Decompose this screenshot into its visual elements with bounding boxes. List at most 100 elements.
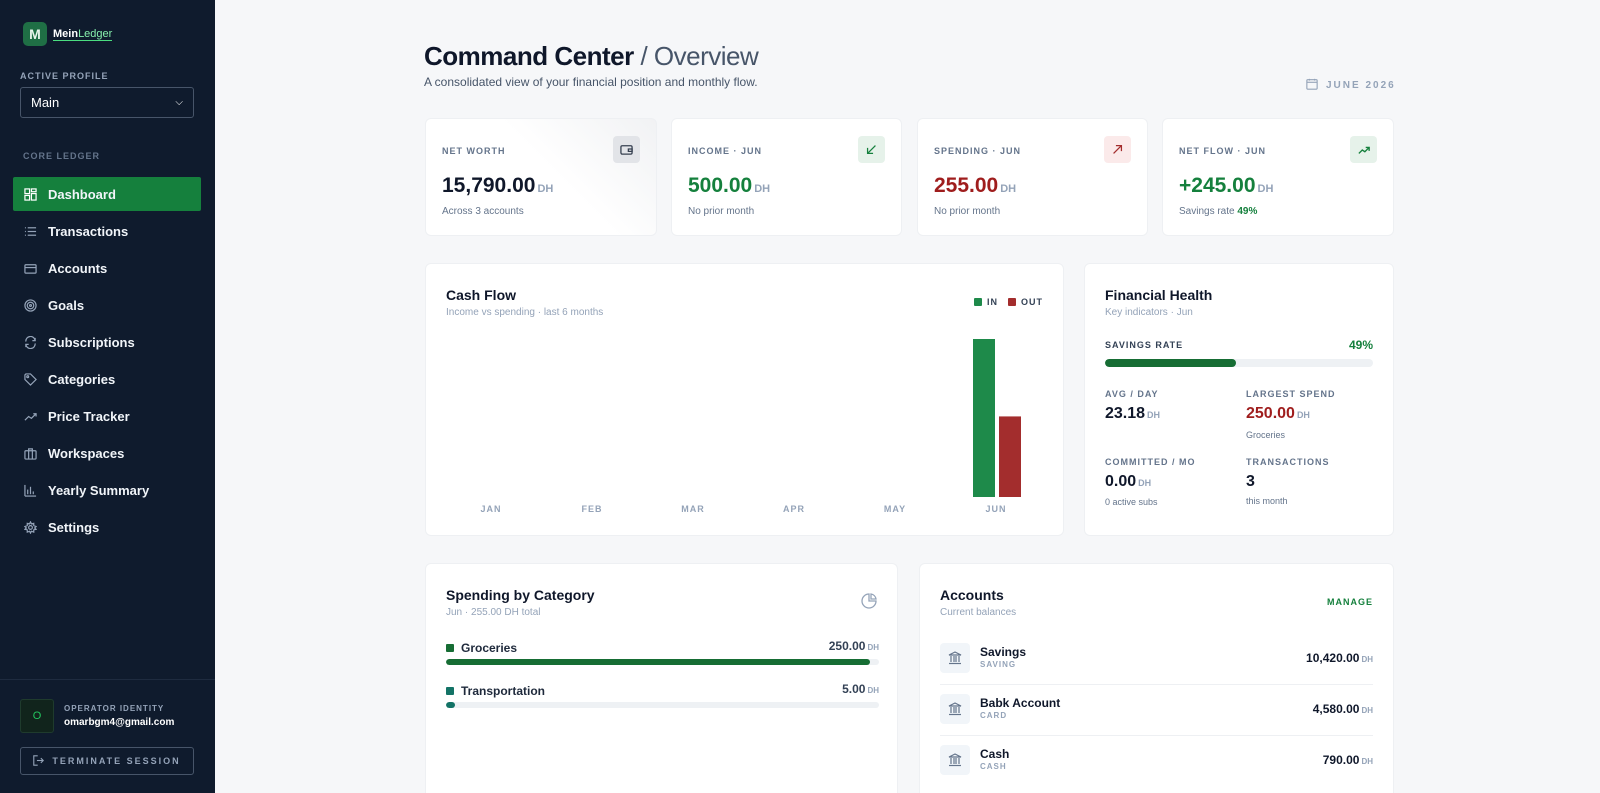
sidebar-nav: Dashboard Transactions Accounts Goals Su… [13,177,201,547]
largest-spend-category: Groceries [1246,430,1286,440]
operator-email: omarbgm4@gmail.com [64,717,175,728]
committed-number: 0.00 [1105,473,1137,490]
page-description: A consolidated view of your financial po… [424,75,758,89]
card-title: Cash Flow [446,287,517,303]
sidebar-item-price-tracker[interactable]: Price Tracker [13,399,201,433]
sidebar-item-label: Settings [48,519,100,535]
core-ledger-label: CORE LEDGER [23,151,101,161]
x-tick-label: FEB [582,504,603,514]
sidebar-item-categories[interactable]: Categories [13,362,201,396]
stat-unit: DH [1000,183,1017,195]
page-title-sub: / Overview [640,41,759,71]
stat-unit: DH [1257,183,1274,195]
account-row-babk-account[interactable]: Babk Account CARD 4,580.00 DH [940,686,1373,736]
card-title: Financial Health [1105,287,1213,303]
account-row-savings[interactable]: Savings SAVING 10,420.00 DH [940,635,1373,685]
bank-icon [940,694,970,724]
bar-in-jun[interactable] [973,339,995,497]
bank-icon [940,745,970,775]
stat-sub: Across 3 accounts [442,206,524,217]
stat-label: NET WORTH [442,146,506,156]
bank-icon [940,643,970,673]
date-label: JUNE 2026 [1326,80,1396,91]
category-swatch [446,644,454,652]
category-amount-number: 5.00 [842,682,866,696]
terminate-session-button[interactable]: TERMINATE SESSION [20,747,194,775]
stat-value: +245.00 DH [1179,174,1273,198]
sidebar: M MeinLedger ACTIVE PROFILE Main ⌵ CORE … [0,0,215,793]
stat-value: 15,790.00 DH [442,174,553,198]
arrow-up-right-icon [1104,136,1131,163]
stat-value-number: 15,790.00 [442,174,536,197]
grid-icon [24,187,37,201]
category-name: Transportation [461,684,546,698]
sidebar-item-yearly-summary[interactable]: Yearly Summary [13,473,201,507]
sidebar-item-transactions[interactable]: Transactions [13,214,201,248]
sidebar-item-accounts[interactable]: Accounts [13,251,201,285]
account-name: Savings [980,645,1027,659]
sidebar-item-goals[interactable]: Goals [13,288,201,322]
account-type: CARD [980,711,1008,720]
cash-flow-card: Cash Flow Income vs spending · last 6 mo… [425,263,1064,536]
legend-out: OUT [1008,297,1043,307]
brand-name: MeinLedger [53,27,113,41]
category-amount: 250.00 DH [829,639,879,653]
calendar-icon [1306,78,1318,93]
card-subtitle: Jun · 255.00 DH total [446,607,541,618]
brand-logo: M [23,22,47,46]
savings-rate-label: SAVINGS RATE [1105,340,1184,350]
active-profile-label: ACTIVE PROFILE [20,71,109,81]
legend-out-label: OUT [1021,297,1043,307]
card-icon [24,262,37,275]
category-row-groceries[interactable]: Groceries 250.00 DH [446,639,879,657]
brand-name-strong: Mein [53,27,79,40]
savings-rate-value: 49% [1237,206,1258,217]
target-icon [24,298,37,312]
trend-icon [24,410,37,423]
chart-legend: IN OUT [974,297,1043,307]
gear-icon [24,520,37,534]
sidebar-item-settings[interactable]: Settings [13,510,201,544]
legend-swatch-out [1008,298,1016,306]
manage-accounts-link[interactable]: MANAGE [1327,597,1373,607]
committed-value: 0.00 DH [1105,473,1151,491]
brand-name-light: Ledger [78,27,113,40]
account-balance: 10,420.00 DH [1306,651,1373,665]
bar-out-jun[interactable] [999,416,1021,497]
stat-sub: No prior month [688,206,755,217]
account-name: Cash [980,747,1010,761]
arrow-down-left-icon [858,136,885,163]
savings-rate-bar-fill [1105,359,1237,367]
sidebar-item-dashboard[interactable]: Dashboard [13,177,201,211]
unit: DH [867,643,879,652]
account-name: Babk Account [980,696,1061,710]
cash-flow-chart: JAN FEB MAR APR MAY JUN [480,339,1021,514]
brand[interactable]: M MeinLedger [23,22,113,46]
card-subtitle: Key indicators · Jun [1105,307,1193,318]
sidebar-item-label: Dashboard [48,186,116,202]
card-title: Spending by Category [446,587,595,603]
page-title: Command Center / Overview [424,41,759,72]
category-row-transportation[interactable]: Transportation 5.00 DH [446,682,879,700]
stat-sub: No prior month [934,206,1001,217]
legend-in-label: IN [987,297,998,307]
largest-spend-number: 250.00 [1246,405,1295,422]
bar-chart-icon [24,484,37,497]
category-swatch [446,687,454,695]
sidebar-item-subscriptions[interactable]: Subscriptions [13,325,201,359]
card-title: Accounts [940,587,1004,603]
x-tick-label: MAY [884,504,906,514]
unit: DH [1138,478,1152,488]
sidebar-item-workspaces[interactable]: Workspaces [13,436,201,470]
profile-select[interactable]: Main ⌵ [20,87,194,118]
date-chip[interactable]: JUNE 2026 [1306,78,1396,93]
spending-by-category-card: Spending by Category Jun · 255.00 DH tot… [425,563,898,793]
category-bar-fill [446,659,871,665]
pie-chart-icon[interactable] [861,593,877,614]
page-title-main: Command Center [424,41,634,71]
stat-value: 255.00 DH [934,174,1016,198]
avg-day-label: AVG / DAY [1105,389,1159,399]
transactions-value: 3 [1246,473,1255,490]
account-row-cash[interactable]: Cash CASH 790.00 DH [940,737,1373,787]
tag-icon [24,372,37,386]
